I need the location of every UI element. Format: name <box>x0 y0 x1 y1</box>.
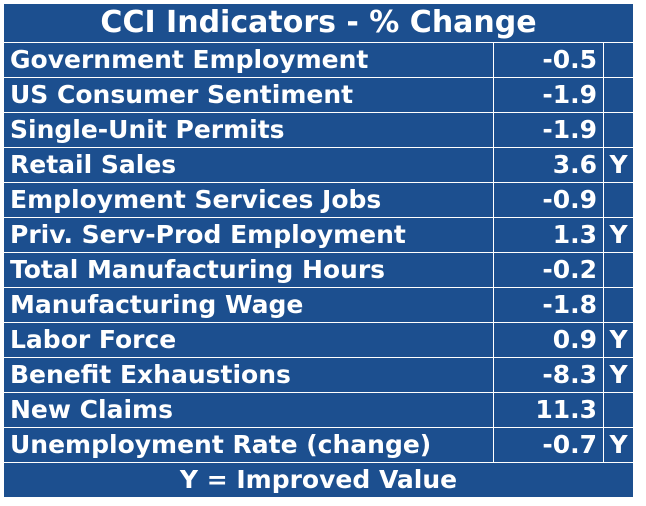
improved-flag: Y <box>602 322 635 358</box>
indicator-table: CCI Indicators - % Change Government Emp… <box>2 3 635 498</box>
improved-flag <box>602 287 635 323</box>
improved-flag <box>602 252 635 288</box>
indicator-label: Single-Unit Permits <box>3 112 494 148</box>
improved-flag: Y <box>602 357 635 393</box>
indicator-value: -1.9 <box>493 77 604 113</box>
indicator-row: US Consumer Sentiment -1.9 <box>3 77 635 113</box>
indicator-row: Priv. Serv-Prod Employment 1.3 Y <box>3 217 635 253</box>
indicator-label: Priv. Serv-Prod Employment <box>3 217 494 253</box>
indicator-value: -0.2 <box>493 252 604 288</box>
footer-row: Y = Improved Value <box>2 462 635 498</box>
indicator-row: Government Employment -0.5 <box>3 42 635 78</box>
title-row: CCI Indicators - % Change <box>2 3 635 43</box>
indicator-value: -1.9 <box>493 112 604 148</box>
improved-flag: Y <box>602 217 635 253</box>
improved-flag <box>602 392 635 428</box>
indicator-row: Manufacturing Wage -1.8 <box>3 287 635 323</box>
indicator-value: -1.8 <box>493 287 604 323</box>
indicator-value: 1.3 <box>493 217 604 253</box>
indicator-value: 3.6 <box>493 147 604 183</box>
improved-flag <box>602 112 635 148</box>
indicator-label: Government Employment <box>3 42 494 78</box>
indicator-label: Retail Sales <box>3 147 494 183</box>
indicator-value: -0.9 <box>493 182 604 218</box>
indicator-label: Employment Services Jobs <box>3 182 494 218</box>
indicator-row: Unemployment Rate (change) -0.7 Y <box>3 427 635 463</box>
indicator-label: US Consumer Sentiment <box>3 77 494 113</box>
indicator-label: Labor Force <box>3 322 494 358</box>
table-title: CCI Indicators - % Change <box>2 3 635 43</box>
indicator-row: Benefit Exhaustions -8.3 Y <box>3 357 635 393</box>
indicator-row: Total Manufacturing Hours -0.2 <box>3 252 635 288</box>
improved-flag <box>602 77 635 113</box>
indicator-row: Employment Services Jobs -0.9 <box>3 182 635 218</box>
indicator-value: -8.3 <box>493 357 604 393</box>
improved-flag: Y <box>602 427 635 463</box>
indicator-row: Single-Unit Permits -1.9 <box>3 112 635 148</box>
indicator-label: Unemployment Rate (change) <box>3 427 494 463</box>
indicator-row: Labor Force 0.9 Y <box>3 322 635 358</box>
improved-flag <box>602 182 635 218</box>
indicator-value: 11.3 <box>493 392 604 428</box>
indicator-value: 0.9 <box>493 322 604 358</box>
indicator-label: Benefit Exhaustions <box>3 357 494 393</box>
improved-flag <box>602 42 635 78</box>
indicator-value: -0.7 <box>493 427 604 463</box>
indicator-row: New Claims 11.3 <box>3 392 635 428</box>
indicator-label: Manufacturing Wage <box>3 287 494 323</box>
table-body: CCI Indicators - % Change Government Emp… <box>2 3 635 498</box>
footer-note: Y = Improved Value <box>2 462 635 498</box>
indicator-value: -0.5 <box>493 42 604 78</box>
improved-flag: Y <box>602 147 635 183</box>
indicator-label: New Claims <box>3 392 494 428</box>
indicator-row: Retail Sales 3.6 Y <box>3 147 635 183</box>
indicator-label: Total Manufacturing Hours <box>3 252 494 288</box>
